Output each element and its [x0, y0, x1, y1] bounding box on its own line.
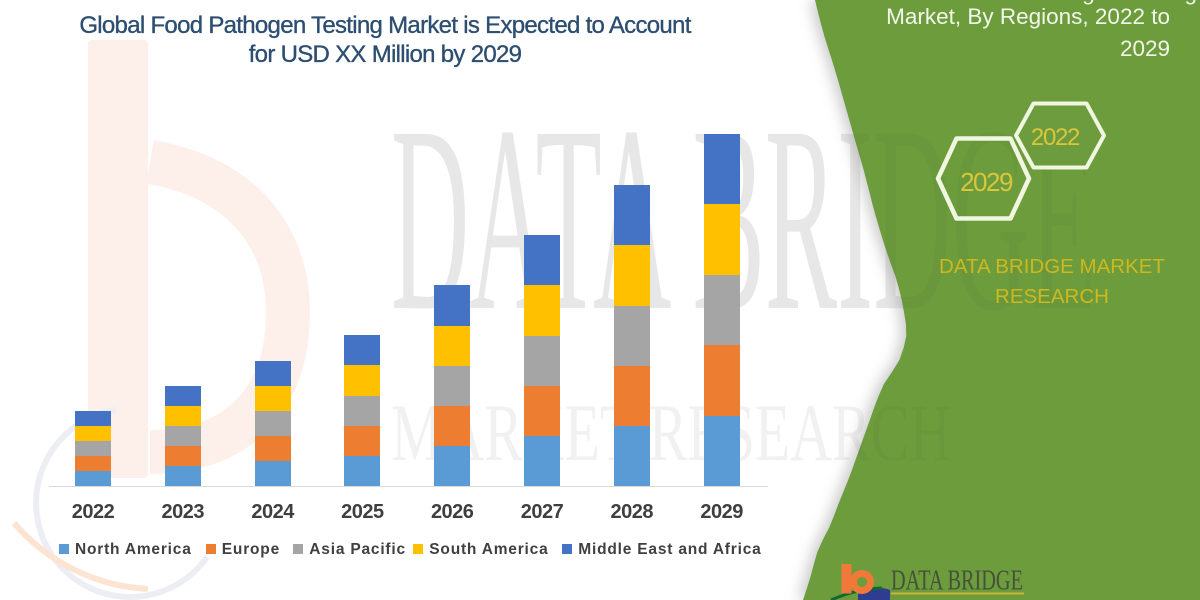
svg-text:DATA BRIDGE: DATA BRIDGE	[891, 566, 1023, 597]
